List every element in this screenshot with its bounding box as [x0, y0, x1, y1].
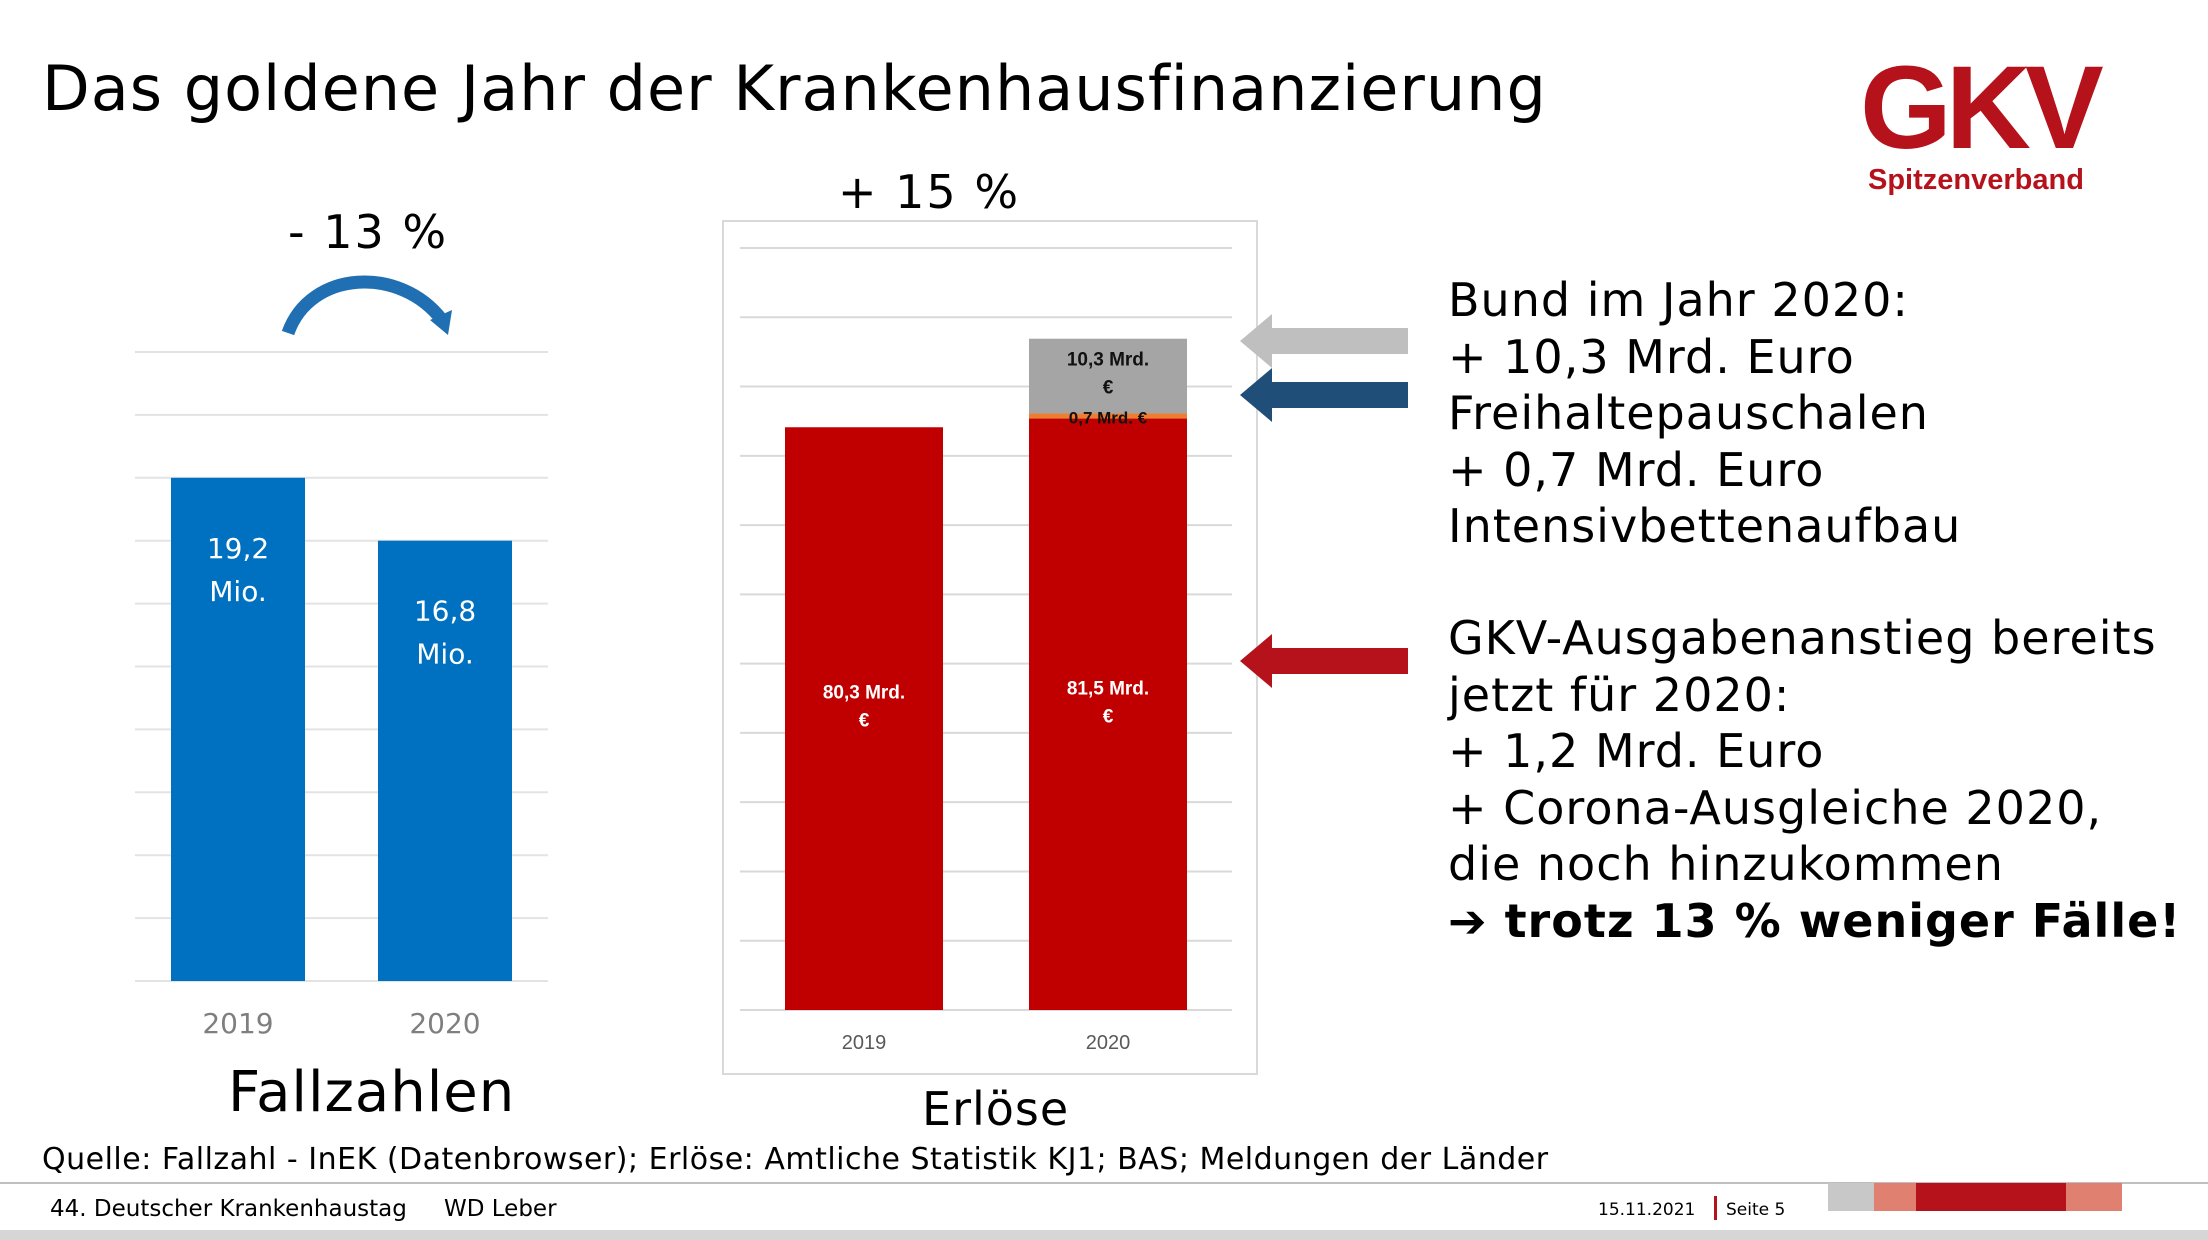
footer-color-blocks [1828, 1183, 2122, 1211]
page-title: Das goldene Jahr der Krankenhausfinanzie… [42, 52, 1547, 125]
pointer-arrows [1240, 314, 1408, 688]
side-line: + 0,7 Mrd. Euro [1448, 442, 1825, 497]
side-line: + 10,3 Mrd. Euro [1448, 329, 1855, 384]
data-label: 80,3 Mrd. [823, 683, 905, 704]
data-label: Mio. [416, 638, 473, 671]
chart-label-erloese: Erlöse [922, 1082, 1070, 1136]
footer-block [1828, 1183, 1874, 1211]
side-line: + Corona-Ausgleiche 2020, [1448, 780, 2103, 835]
tick-label: 2020 [1086, 1032, 1131, 1054]
tick-label: 2020 [409, 1007, 480, 1040]
right-arrow-icon: ➔ [1448, 893, 1488, 948]
bar-segment-2020 [1029, 413, 1187, 419]
curved-arrow-blue-icon [281, 275, 452, 336]
side-line: jetzt für 2020: [1448, 667, 1791, 722]
arrow-red-icon [1240, 634, 1408, 688]
bar-2020 [378, 540, 512, 981]
data-label: € [859, 711, 870, 732]
side-line: die noch hinzukommen [1448, 837, 2004, 891]
logo-text: GKV [1860, 48, 2103, 174]
tick-label: 2019 [842, 1032, 887, 1054]
chart-label-fallzahlen: Fallzahlen [228, 1060, 516, 1125]
bar-segment-2020 [1029, 338, 1187, 414]
bar-segment-2020 [1029, 418, 1187, 1010]
chart-erloese: 80,3 Mrd. €2019 81,5 Mrd. €10,3 Mrd. €0,7 Mr… [722, 220, 1258, 1075]
bar-segment-2019 [785, 427, 943, 1010]
data-label: 81,5 Mrd. [1067, 678, 1149, 699]
emphasis-text: trotz 13 % weniger Fälle! [1504, 893, 2182, 948]
source-note: Quelle: Fallzahl - InEK (Datenbrowser); … [42, 1142, 1549, 1177]
data-label: 16,8 [414, 595, 476, 628]
side-line: Intensivbettenaufbau [1448, 499, 1962, 553]
side-line: Bund im Jahr 2020: [1448, 273, 1909, 327]
logo-subtitle: Spitzenverband [1868, 164, 2084, 196]
gkv-logo: GKV [1860, 48, 2109, 174]
change-percent-fallzahlen: - 13 % [288, 205, 449, 259]
footer-separator [1714, 1196, 1717, 1220]
side-text-bund: Bund im Jahr 2020: + 10,3 Mrd. Euro Frei… [1448, 272, 1961, 555]
footer-band [0, 1230, 2208, 1240]
footer-author: WD Leber [444, 1196, 557, 1222]
tick-label: 2019 [202, 1007, 273, 1040]
data-label: € [1103, 378, 1114, 399]
footer-page-number: Seite 5 [1726, 1200, 1786, 1220]
data-label: Mio. [209, 575, 266, 608]
bar-2019 [171, 477, 305, 981]
change-percent-erloese: + 15 % [838, 165, 1021, 219]
footer-event: 44. Deutscher Krankenhaustag [50, 1196, 407, 1222]
footer-block [1874, 1183, 1916, 1211]
side-line: GKV-Ausgabenanstieg bereits [1448, 611, 2157, 665]
data-label: 0,7 Mrd. € [1069, 408, 1148, 427]
data-label: € [1103, 706, 1114, 727]
footer-block [2066, 1183, 2122, 1211]
footer-divider [0, 1182, 2208, 1184]
arrow-blue-icon [1240, 368, 1408, 422]
side-text-gkv: GKV-Ausgabenanstieg bereits jetzt für 20… [1448, 610, 2181, 949]
footer-block [1916, 1183, 2066, 1211]
chart-fallzahlen: 19,2 Mio. 2019 16,8 Mio. 2020 [135, 351, 548, 1040]
side-line: Freihaltepauschalen [1448, 386, 1929, 440]
data-label: 19,2 [207, 532, 269, 565]
side-line: + 1,2 Mrd. Euro [1448, 724, 1825, 778]
side-emphasis: ➔ trotz 13 % weniger Fälle! [1448, 893, 2181, 950]
data-label: 10,3 Mrd. [1067, 350, 1149, 371]
footer-date: 15.11.2021 [1598, 1200, 1696, 1220]
arrow-grey-icon [1240, 314, 1408, 368]
